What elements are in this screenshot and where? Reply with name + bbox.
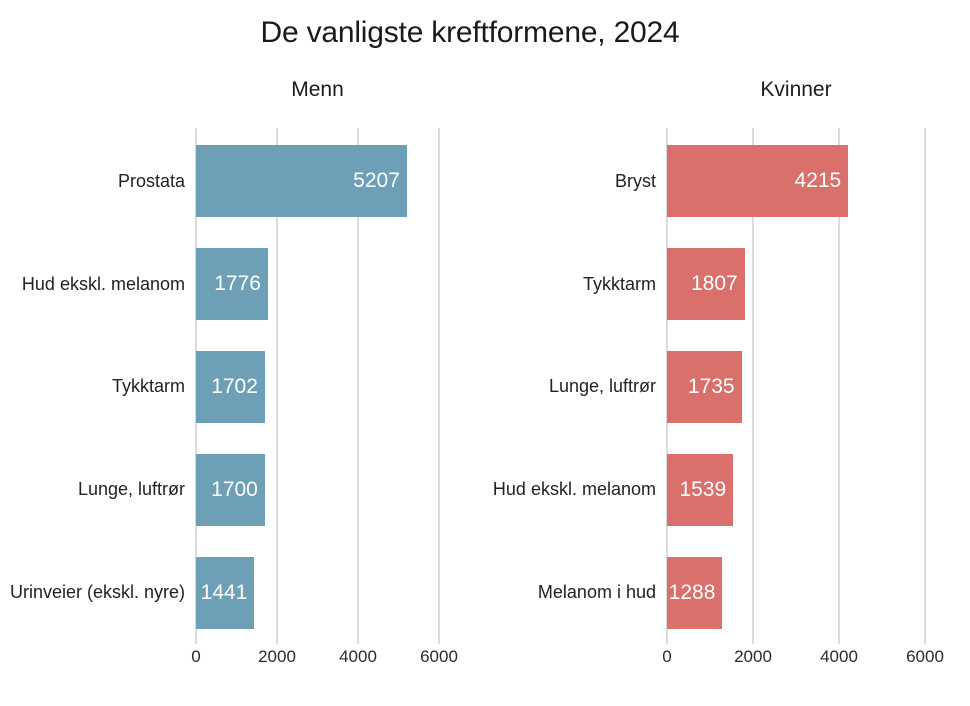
bar: 1776 [196, 248, 268, 321]
gridline [752, 128, 754, 644]
category-label: Tykktarm [582, 273, 656, 294]
x-tick-label: 6000 [420, 647, 458, 666]
bar-value-label: 5207 [353, 169, 400, 193]
x-tick-label: 6000 [906, 647, 944, 666]
x-tick-label: 2000 [734, 647, 772, 666]
category-label: Melanom i hud [537, 582, 656, 603]
category-label: Urinveier (ekskl. nyre) [9, 582, 185, 603]
x-tick-label: 0 [662, 647, 672, 666]
chart-title: De vanligste kreftformene, 2024 [260, 16, 680, 49]
bar: 1441 [196, 556, 255, 629]
category-label: Lunge, luftrør [77, 479, 185, 500]
gridline [438, 128, 440, 644]
category-label: Hud ekskl. melanom [492, 479, 656, 500]
bar-value-label: 1441 [200, 580, 248, 604]
bar: 1288 [667, 556, 723, 629]
bar-value-label: 1539 [679, 477, 727, 501]
bar: 1807 [667, 248, 745, 321]
bar: 5207 [196, 145, 407, 218]
category-label: Hud ekskl. melanom [21, 273, 185, 294]
category-label: Lunge, luftrør [548, 376, 656, 397]
gridline [838, 128, 840, 644]
bar: 4215 [667, 145, 849, 218]
category-label: Prostata [117, 170, 185, 191]
bar-value-label: 1702 [211, 375, 258, 398]
x-tick-label: 4000 [820, 647, 858, 666]
category-label: Tykktarm [111, 376, 185, 397]
panel-subtitle-kvinner: Kvinner [760, 78, 832, 101]
gridline [357, 128, 359, 644]
x-tick-label: 0 [191, 647, 201, 666]
bar-value-label: 4215 [794, 169, 842, 193]
gridline [924, 128, 926, 644]
gridline [276, 128, 278, 644]
bar-value-label: 1776 [214, 272, 261, 296]
bar: 1735 [667, 351, 742, 423]
bar-value-label: 1807 [690, 272, 738, 296]
x-tick-label: 2000 [258, 647, 296, 666]
bar: 1539 [667, 453, 734, 526]
bar: 1700 [196, 453, 265, 526]
bar-value-label: 1700 [211, 477, 258, 501]
bar: 1702 [196, 351, 265, 423]
bar-value-label: 1288 [668, 580, 716, 604]
x-tick-label: 4000 [339, 647, 377, 666]
bar-value-label: 1735 [687, 375, 735, 398]
panel-subtitle-menn: Menn [291, 78, 344, 101]
category-label: Bryst [614, 170, 656, 191]
